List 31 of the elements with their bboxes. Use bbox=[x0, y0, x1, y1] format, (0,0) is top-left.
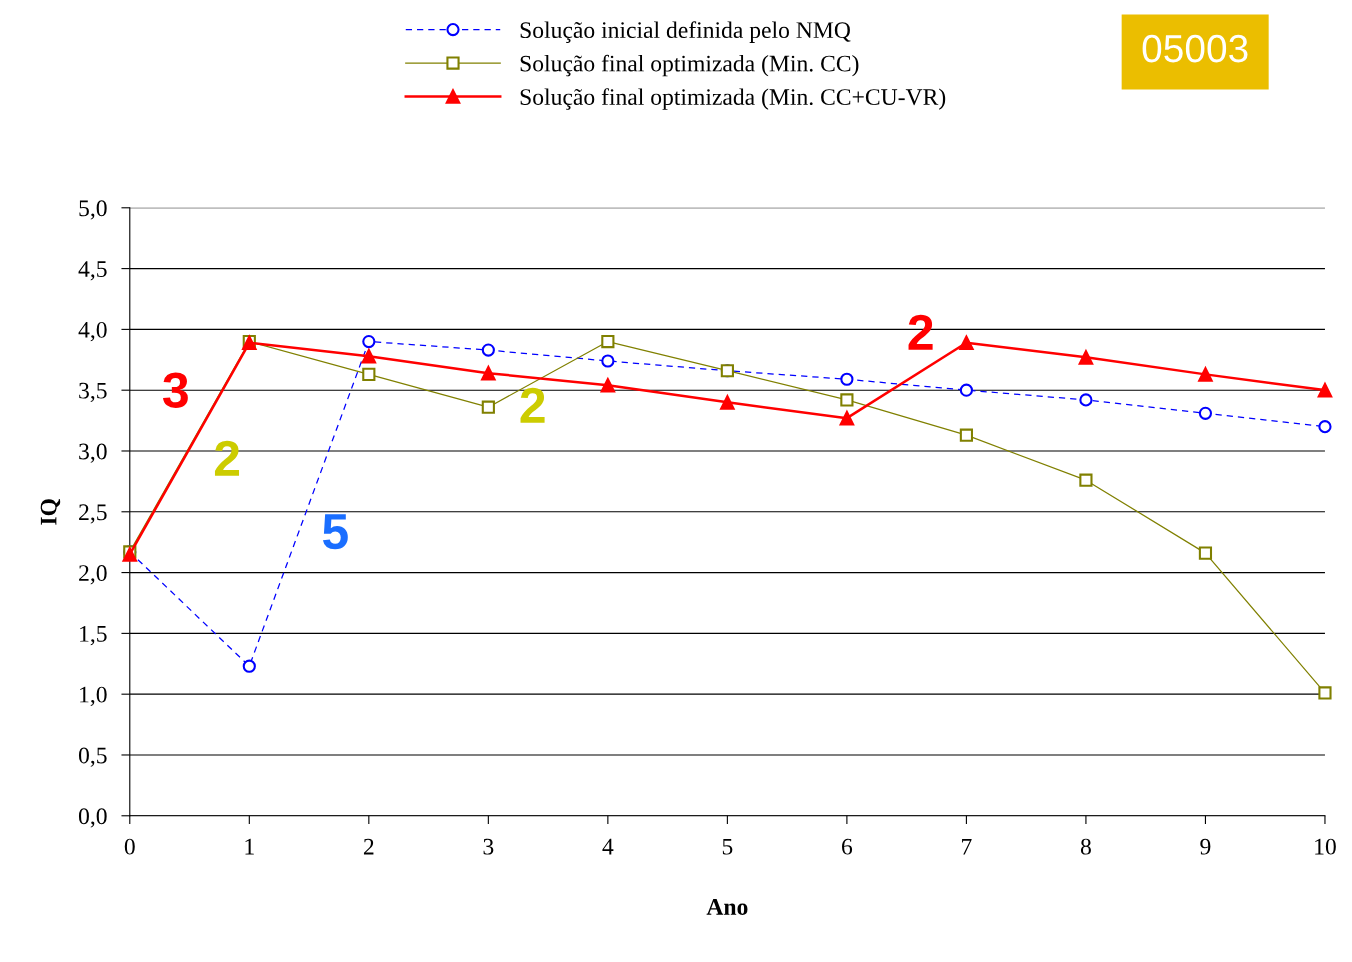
annotation: 5 bbox=[322, 514, 348, 550]
x-tick-label: 8 bbox=[1080, 838, 1091, 855]
legend-label: Solução final optimizada (Min. CC+CU-VR) bbox=[520, 88, 946, 110]
x-tick-label: 1 bbox=[245, 838, 254, 855]
y-tick-label: 2,0 bbox=[79, 565, 107, 585]
x-tick-label: 4 bbox=[602, 838, 614, 855]
y-tick-label: 3,0 bbox=[79, 443, 107, 463]
x-tick-label: 5 bbox=[722, 838, 733, 855]
y-tick-label: 5,0 bbox=[79, 200, 107, 220]
y-tick-label: 0,5 bbox=[78, 747, 107, 767]
legend-label: Solução inicial definida pelo NMQ bbox=[520, 21, 851, 43]
legend-label: Solução final optimizada (Min. CC) bbox=[520, 54, 859, 77]
y-tick-label: 0,0 bbox=[78, 808, 107, 828]
x-tick-label: 0 bbox=[124, 838, 135, 855]
x-tick-label: 2 bbox=[363, 838, 374, 855]
y-tick-label: 1,0 bbox=[80, 686, 107, 706]
y-tick-label: 4,5 bbox=[78, 261, 107, 281]
y-tick-label: 3,5 bbox=[79, 382, 107, 403]
y-axis-title: IQ bbox=[40, 499, 61, 525]
x-tick-label: 9 bbox=[1200, 838, 1211, 855]
y-tick-label: 1,5 bbox=[80, 625, 107, 646]
x-tick-label: 10 bbox=[1315, 838, 1336, 855]
annotation: 2 bbox=[214, 440, 240, 476]
annotation: 2 bbox=[520, 387, 545, 423]
x-axis-title: Ano bbox=[706, 899, 748, 915]
x-tick-label: 3 bbox=[483, 838, 494, 855]
y-tick-label: 4,0 bbox=[78, 321, 107, 342]
text: 05003 bbox=[1142, 34, 1248, 63]
x-tick-label: 6 bbox=[842, 838, 853, 855]
y-tick-label: 2,5 bbox=[79, 504, 107, 524]
x-tick-label: 7 bbox=[962, 838, 972, 855]
